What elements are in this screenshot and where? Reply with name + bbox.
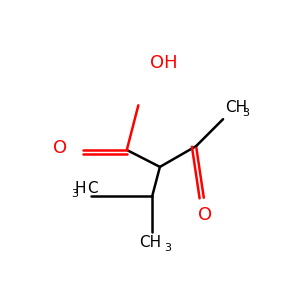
Text: 3: 3 <box>164 243 171 253</box>
Text: 3: 3 <box>242 108 249 118</box>
Text: H: H <box>74 181 86 196</box>
Text: O: O <box>197 206 212 224</box>
Text: C: C <box>87 181 98 196</box>
Text: O: O <box>53 139 67 157</box>
Text: OH: OH <box>150 54 178 72</box>
Text: 3: 3 <box>71 189 78 199</box>
Text: CH: CH <box>140 235 162 250</box>
Text: CH: CH <box>225 100 248 115</box>
